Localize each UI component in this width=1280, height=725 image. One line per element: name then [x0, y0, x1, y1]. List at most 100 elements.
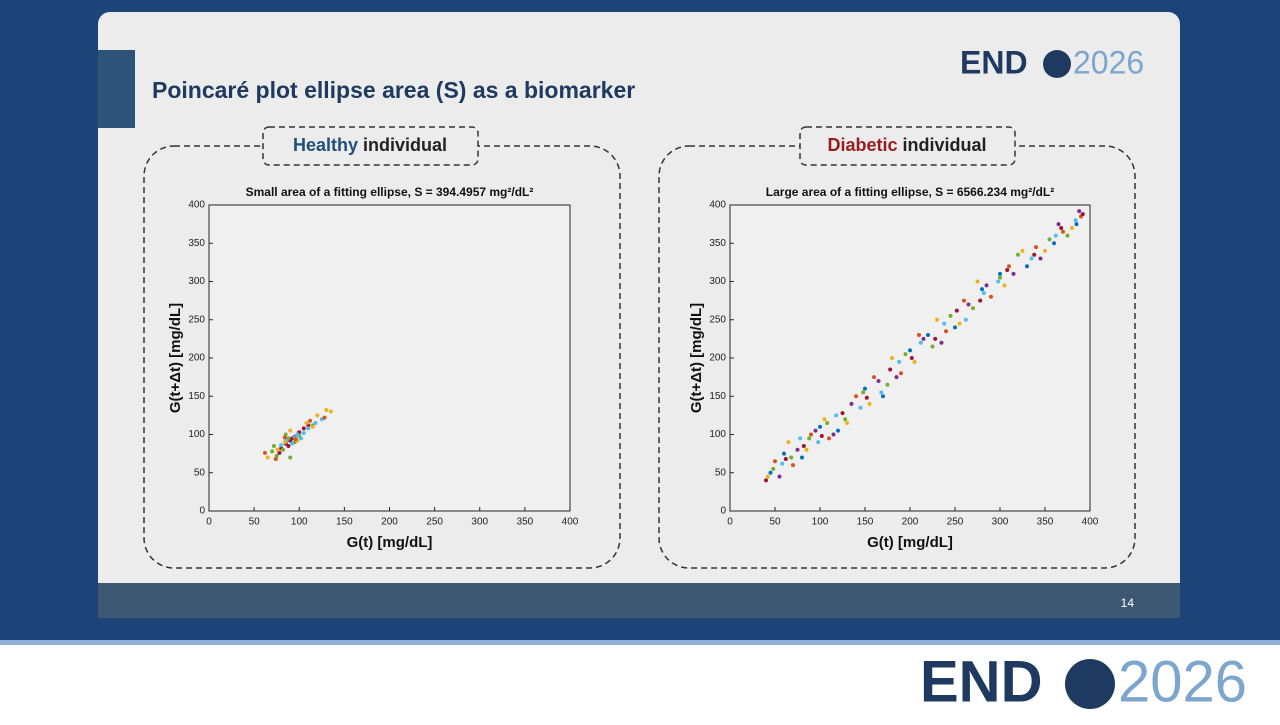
point [921, 336, 926, 341]
point [1073, 218, 1078, 223]
point [271, 443, 276, 448]
point [782, 451, 786, 456]
point [831, 432, 836, 437]
point [818, 424, 822, 429]
panel-rest: individual [363, 135, 447, 155]
point [876, 378, 881, 383]
x-tick-label: 50 [769, 517, 781, 528]
panel-frame [658, 145, 1136, 569]
point [1034, 245, 1038, 250]
point [890, 356, 894, 360]
x-axis-label: G(t) [mg/dL] [867, 534, 953, 551]
point [279, 443, 284, 448]
point [971, 306, 975, 311]
point [845, 421, 849, 426]
point [1053, 233, 1058, 238]
point [308, 418, 313, 423]
x-tick-label: 250 [947, 517, 964, 528]
point [262, 450, 267, 455]
point [1061, 229, 1065, 234]
point [274, 453, 279, 458]
point [301, 430, 306, 435]
y-tick-label: 400 [188, 200, 205, 211]
y-tick-label: 400 [709, 200, 726, 211]
logo-small: END 2026 [960, 44, 1144, 80]
point [322, 415, 327, 420]
point [1077, 209, 1082, 214]
point [780, 461, 785, 466]
point [908, 348, 912, 353]
point [954, 308, 959, 313]
x-tick-label: 0 [727, 517, 733, 528]
point [1020, 248, 1025, 253]
point [1005, 268, 1010, 273]
point [897, 359, 902, 364]
x-tick-label: 350 [517, 517, 534, 528]
point [306, 426, 311, 431]
point [854, 394, 858, 399]
slide-title: Poincaré plot ellipse area (S) as a biom… [152, 77, 635, 103]
point [858, 405, 863, 410]
point [800, 455, 804, 460]
slide-footer [98, 583, 1180, 618]
point [1074, 222, 1079, 227]
x-tick-label: 400 [562, 517, 579, 528]
divider [0, 640, 1280, 645]
point [939, 340, 944, 345]
y-tick-label: 200 [709, 353, 726, 364]
point [1070, 225, 1074, 230]
point [1007, 264, 1011, 269]
point [301, 426, 306, 431]
point [1038, 256, 1043, 261]
y-tick-label: 50 [715, 467, 727, 478]
panel-label-box [262, 126, 479, 166]
y-tick-label: 350 [188, 238, 205, 249]
point [962, 298, 966, 303]
point [816, 440, 821, 445]
point [328, 409, 333, 414]
point [304, 421, 309, 426]
point [265, 455, 270, 460]
y-tick-label: 300 [188, 276, 205, 287]
point [777, 474, 782, 479]
logo-left: END [960, 44, 1028, 80]
y-tick-label: 150 [188, 391, 205, 402]
point [795, 447, 800, 452]
point [1065, 233, 1070, 238]
point [809, 432, 813, 437]
point [773, 459, 777, 464]
point [295, 432, 300, 437]
point [273, 456, 278, 461]
point [836, 428, 840, 433]
y-tick-label: 250 [709, 314, 726, 325]
point [980, 287, 984, 292]
point [282, 440, 287, 445]
y-tick-label: 350 [709, 238, 726, 249]
point [998, 275, 1002, 280]
y-tick-label: 100 [188, 429, 205, 440]
point [281, 447, 286, 452]
x-tick-label: 400 [1082, 517, 1099, 528]
point [881, 394, 885, 399]
point [765, 474, 770, 479]
point [849, 401, 854, 406]
point [798, 436, 803, 441]
point [764, 478, 768, 483]
point [926, 333, 930, 338]
point [879, 390, 884, 395]
x-tick-label: 200 [381, 517, 398, 528]
point [963, 317, 968, 322]
point [1056, 222, 1061, 227]
x-tick-label: 100 [291, 517, 308, 528]
point [843, 417, 848, 422]
point [899, 371, 903, 376]
point [1025, 264, 1029, 269]
y-tick-label: 0 [199, 506, 205, 517]
x-tick-label: 350 [1037, 517, 1054, 528]
point [825, 421, 830, 426]
y-tick-label: 50 [194, 467, 206, 478]
point [909, 356, 914, 360]
point [894, 375, 899, 380]
point [286, 443, 291, 448]
panel-label: Healthy individual [293, 135, 447, 155]
